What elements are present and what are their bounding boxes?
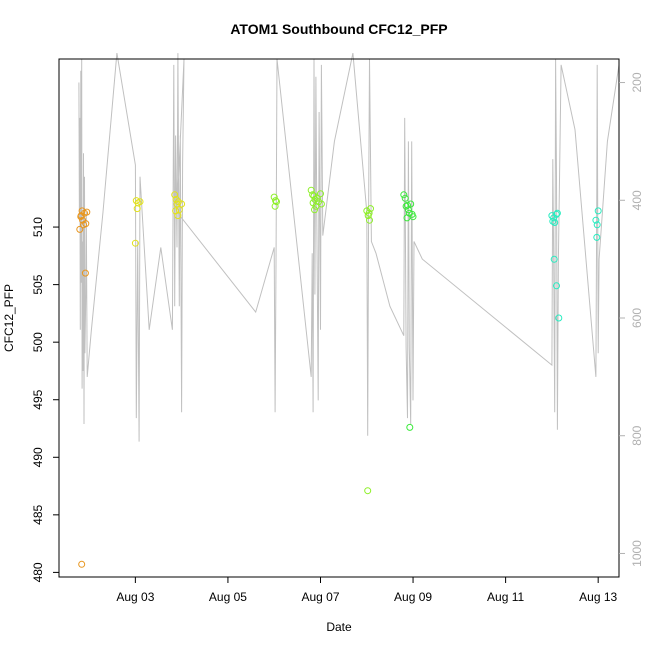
y-tick-label: 495 [31, 389, 45, 409]
data-point [593, 233, 601, 241]
data-point [178, 200, 186, 208]
data-point [82, 220, 90, 228]
data-point [553, 282, 560, 290]
data-point [273, 198, 280, 206]
x-tick-label: Aug 13 [579, 590, 617, 604]
plot-frame [58, 58, 620, 578]
data-point [172, 195, 180, 203]
y-tick-label: 485 [31, 504, 45, 524]
data-point [553, 210, 560, 218]
data-point [78, 560, 86, 568]
data-point [555, 314, 563, 322]
data-point [551, 219, 559, 226]
y2-tick-label: 400 [630, 190, 644, 210]
data-point [271, 202, 279, 210]
data-point [404, 201, 411, 209]
x-axis-label: Date [326, 620, 352, 634]
y-tick-label: 505 [31, 274, 45, 294]
data-point [83, 208, 91, 216]
x-tick-label: Aug 03 [116, 590, 154, 604]
chart-title: ATOM1 Southbound CFC12_PFP [230, 21, 447, 37]
data-point [136, 198, 144, 206]
altitude-trace-layer [78, 52, 620, 442]
x-tick-label: Aug 05 [209, 590, 247, 604]
data-point [592, 216, 600, 224]
data-point [550, 255, 558, 263]
y-axis-label: CFC12_PFP [2, 284, 16, 352]
data-point [317, 200, 325, 208]
data-point [133, 205, 141, 213]
data-point [171, 191, 179, 199]
data-point [406, 423, 414, 431]
data-point [367, 205, 374, 213]
x-tick-label: Aug 11 [487, 590, 524, 604]
data-point [593, 221, 601, 229]
y2-tick-label: 600 [630, 308, 644, 328]
data-point [366, 216, 373, 224]
data-point [132, 197, 140, 205]
y2-tick-label: 800 [630, 425, 644, 445]
data-point [401, 194, 409, 202]
data-point [131, 239, 139, 247]
y2-tick-label: 200 [630, 72, 644, 92]
data-point [174, 212, 182, 220]
data-point [311, 206, 318, 214]
data-point [77, 213, 85, 221]
y-tick-label: 480 [31, 562, 45, 582]
y-tick-label: 490 [31, 447, 45, 467]
data-point [364, 212, 372, 220]
data-point [364, 487, 372, 495]
data-point [553, 209, 561, 217]
data-point [307, 186, 315, 194]
data-points-layer [76, 186, 602, 568]
x-tick-label: Aug 07 [301, 590, 339, 604]
data-point [317, 190, 324, 198]
data-point [407, 200, 415, 208]
x-tick-label: Aug 09 [394, 590, 432, 604]
y-tick-label: 510 [31, 217, 45, 237]
x-axis: Aug 03 Aug 05 Aug 07 Aug 09 Aug 11 Aug 13 [116, 577, 618, 604]
data-point [404, 206, 412, 214]
y2-tick-label: 1000 [630, 540, 644, 567]
data-point [403, 214, 411, 222]
data-point [594, 207, 602, 215]
y-axis-right: 200 400 600 800 1000 [619, 72, 644, 567]
data-point [76, 225, 84, 233]
y-tick-label: 500 [31, 332, 45, 352]
data-point [549, 217, 557, 225]
data-point [363, 207, 371, 215]
data-point [313, 194, 321, 202]
y-axis-left: 480 485 490 495 500 505 510 [31, 217, 59, 582]
data-point [400, 191, 408, 199]
data-point [81, 269, 89, 277]
altitude-trace-line [78, 52, 620, 442]
